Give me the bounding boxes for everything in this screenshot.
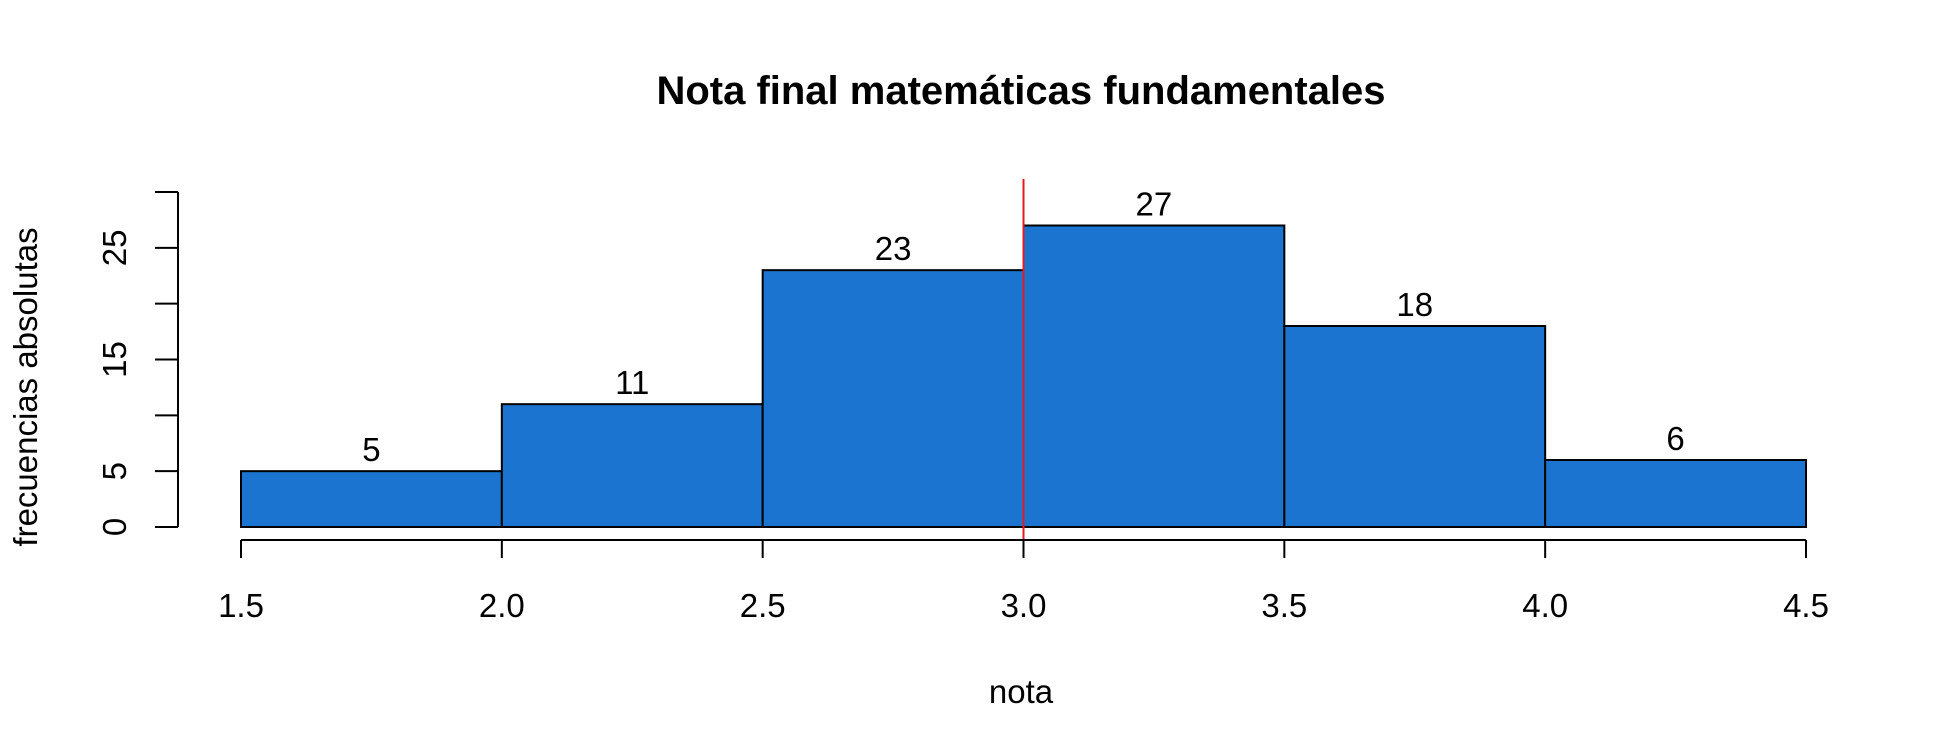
histogram-bar (761, 269, 1025, 528)
bar-value-label: 11 (615, 364, 649, 401)
y-tick-label: 25 (96, 229, 133, 266)
y-axis-label: frecuencias absolutas (7, 227, 44, 546)
x-tick-label: 2.0 (479, 587, 525, 624)
x-tick-label: 3.0 (1001, 587, 1047, 624)
bar-value-label: 23 (875, 230, 912, 267)
histogram-bar (1022, 224, 1286, 528)
bar-labels-group: 5 11 23 27 18 6 (362, 186, 1685, 469)
bar-value-label: 18 (1396, 286, 1433, 323)
histogram-bar (1283, 325, 1547, 528)
histogram-bar (500, 403, 764, 528)
bar-value-label: 27 (1136, 186, 1173, 223)
x-tick-label: 4.5 (1783, 587, 1829, 624)
bar-value-label: 6 (1666, 420, 1684, 457)
bars-group (240, 224, 1807, 528)
histogram-bar (240, 470, 503, 528)
x-tick-label: 1.5 (218, 587, 264, 624)
bar-value-label: 5 (362, 431, 380, 468)
chart-title: Nota final matemáticas fundamentales (656, 69, 1385, 113)
x-tick-label: 4.0 (1522, 587, 1568, 624)
x-tick-label: 2.5 (740, 587, 786, 624)
y-axis: 0 5 15 25 (96, 191, 179, 536)
y-tick-label: 5 (96, 462, 133, 480)
x-axis-label: nota (989, 673, 1054, 710)
x-axis: 1.5 2.0 2.5 3.0 3.5 4.0 4.5 (218, 539, 1829, 624)
histogram-bar (1544, 459, 1807, 528)
y-tick-label: 0 (96, 518, 133, 536)
y-tick-label: 15 (96, 341, 133, 378)
x-tick-label: 3.5 (1261, 587, 1307, 624)
